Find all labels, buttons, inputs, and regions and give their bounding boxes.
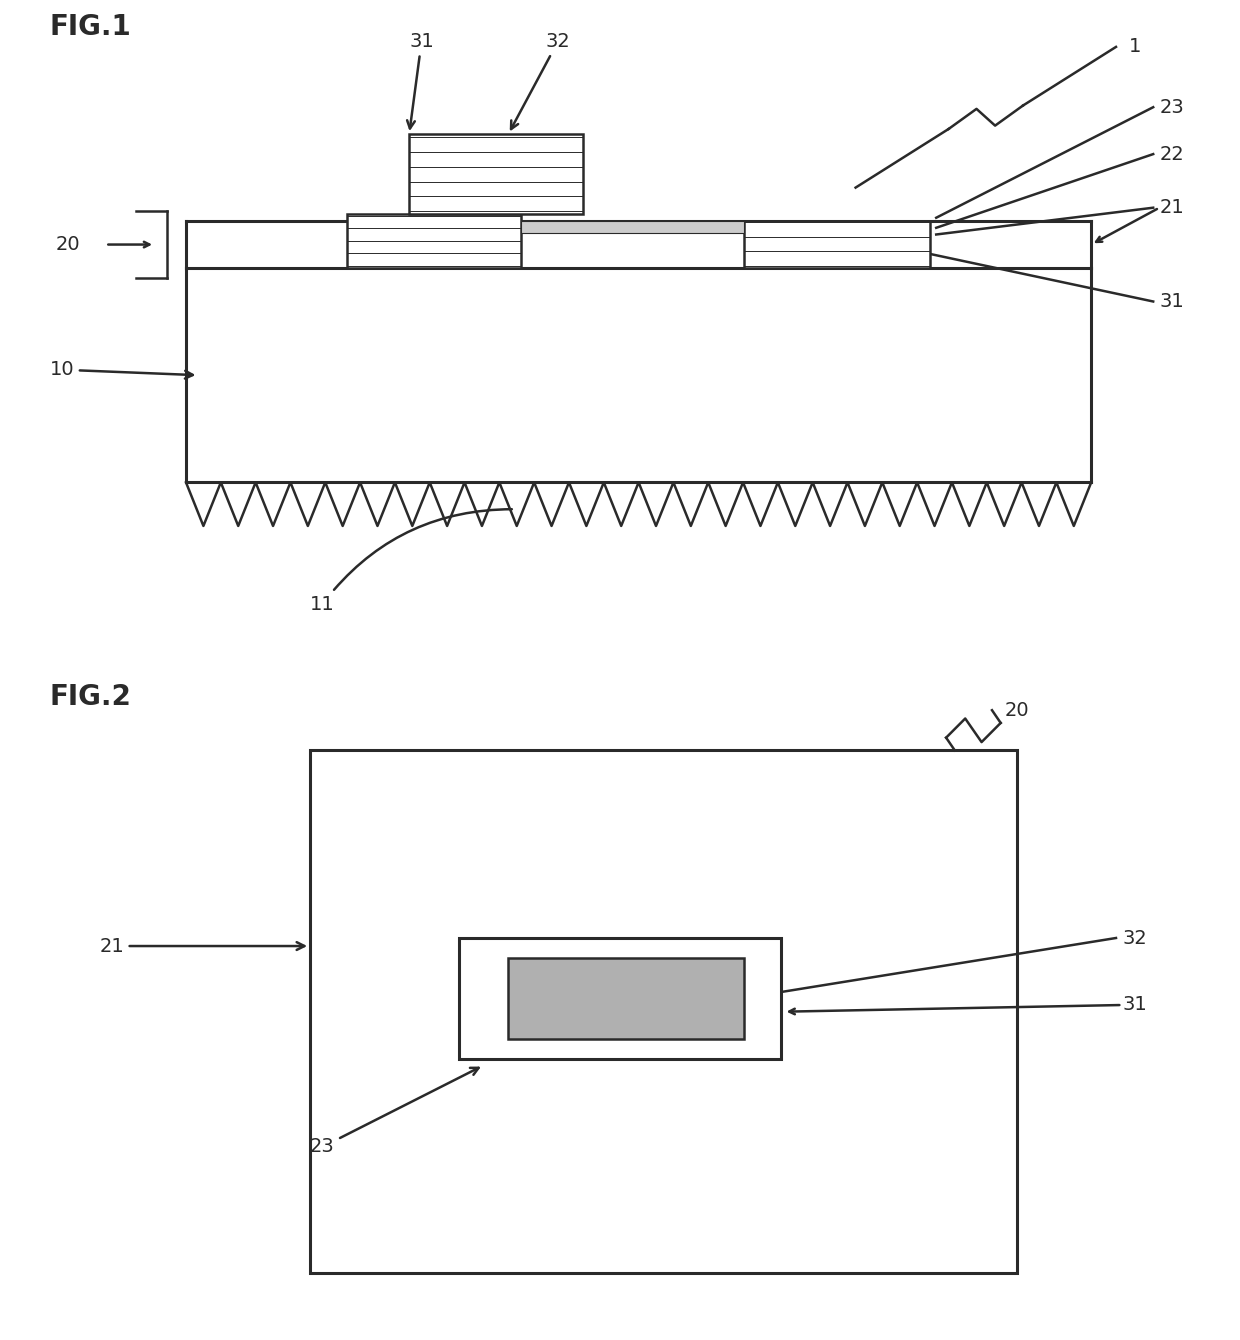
Text: 21: 21: [1159, 198, 1184, 217]
Text: 21: 21: [99, 937, 305, 955]
Bar: [521, 221, 744, 233]
Text: 1: 1: [1128, 38, 1141, 56]
Text: 22: 22: [1159, 145, 1184, 163]
Text: 32: 32: [511, 32, 570, 129]
Text: FIG.2: FIG.2: [50, 683, 131, 712]
Text: 20: 20: [1004, 701, 1029, 720]
Bar: [310, 750, 1017, 1273]
Text: 31: 31: [407, 32, 434, 129]
Bar: [347, 214, 521, 268]
Text: 23: 23: [310, 1068, 479, 1156]
Text: 31: 31: [1159, 292, 1184, 311]
Bar: [744, 221, 930, 268]
Text: 10: 10: [50, 360, 193, 379]
Text: 20: 20: [56, 234, 81, 255]
Text: 32: 32: [1122, 929, 1147, 947]
Bar: [508, 958, 744, 1038]
Text: 23: 23: [1159, 98, 1184, 117]
Text: 31: 31: [1122, 996, 1147, 1014]
Bar: [459, 938, 781, 1059]
Bar: [409, 134, 583, 214]
Text: 11: 11: [310, 509, 512, 614]
Text: FIG.1: FIG.1: [50, 13, 131, 42]
